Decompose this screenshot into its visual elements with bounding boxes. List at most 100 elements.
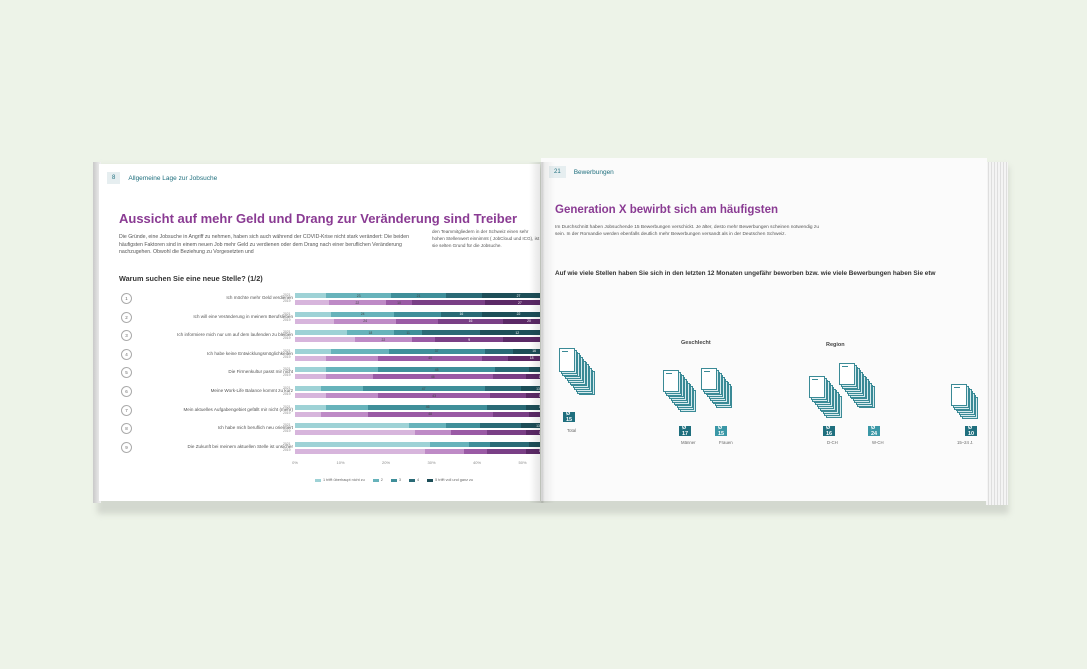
right-page: 21 Bewerbungen Generation X bewirbt sich… xyxy=(541,158,987,501)
bar-segment xyxy=(326,404,368,410)
bar-segment: 10 xyxy=(528,441,540,447)
row-label: Ich möchte mehr Geld verdienen xyxy=(226,295,293,300)
bar-segment xyxy=(489,393,527,398)
legend-swatch xyxy=(427,478,434,482)
row-label: Mein aktuelles Aufgabengebiet gefällt mi… xyxy=(183,406,293,412)
bar-segment: 10 xyxy=(528,367,540,373)
document-lines xyxy=(954,387,960,389)
average-badge: Ø 17 xyxy=(679,425,692,437)
right-page-header: 21 Bewerbungen xyxy=(549,164,614,180)
bar-segment xyxy=(295,441,431,447)
left-page-header: 8 Allgemeine Lage zur Jobsuche xyxy=(107,170,217,186)
bar-segment xyxy=(295,448,425,454)
bar-segment: 27 xyxy=(484,300,540,305)
average-badge: Ø 10 xyxy=(965,425,978,437)
bar-segment xyxy=(396,318,438,324)
bar-segment: 46 xyxy=(367,404,488,410)
bar-segment xyxy=(502,337,540,343)
bar-segment xyxy=(331,348,389,354)
bar-segment: 47 xyxy=(362,386,485,391)
bar-2019: 48 10 xyxy=(295,411,540,417)
left-section-title: Allgemeine Lage zur Jobsuche xyxy=(128,174,218,182)
legend-label: 1 trifft überhaupt nicht zu xyxy=(323,478,365,482)
bar-segment: 12 xyxy=(479,330,540,336)
bar-segment xyxy=(326,393,379,398)
bar-2019: 24 16 20 xyxy=(295,318,540,324)
average-badge: Ø 24 xyxy=(868,425,881,437)
bar-segment: 48 xyxy=(367,411,493,417)
bar-segment xyxy=(487,404,527,410)
bar-2019: 11 xyxy=(295,448,540,454)
survey-question: Auf wie viele Stellen haben Sie sich in … xyxy=(555,270,936,277)
row-years: 2021 2019 xyxy=(283,441,291,452)
bar-segment: 16 xyxy=(437,318,503,324)
left-page-title: Aussicht auf mehr Geld und Drang zur Ver… xyxy=(119,211,518,226)
bar-segment: 22 xyxy=(354,337,412,343)
bar-segment xyxy=(487,430,527,436)
bar-segment xyxy=(295,411,321,417)
bar-segment: 22 xyxy=(482,311,540,317)
bar-segment xyxy=(492,411,529,417)
bar-segment: 10 xyxy=(528,411,540,417)
bar-segment: 16 xyxy=(513,348,540,354)
bar-segment: 11 xyxy=(526,404,540,410)
legend-label: 3 xyxy=(398,478,401,482)
legend-label: 5 trifft voll und ganz zu xyxy=(435,478,474,482)
row-number: 8 xyxy=(121,423,132,435)
bar-segment xyxy=(393,311,441,317)
legend-item: 4 xyxy=(408,478,420,482)
bar-segment xyxy=(295,300,329,305)
row-years: 2021 2019 xyxy=(283,293,291,303)
bar-segment: 24 xyxy=(334,318,397,324)
bar-segment xyxy=(321,386,363,391)
bar-2021: 46 11 xyxy=(295,404,540,410)
bar-segment xyxy=(295,293,327,298)
bar-segment: 21 xyxy=(391,293,446,298)
bar-2021: 47 13 xyxy=(295,386,540,391)
bar-2021: 18 11 12 xyxy=(295,330,540,336)
bar-segment xyxy=(295,337,355,343)
row-number: 1 xyxy=(121,293,132,304)
chart-legend: 1 trifft überhaupt nicht zu 2 3 4 5 trifft v… xyxy=(315,478,473,482)
group-label-geschlecht: Geschlecht xyxy=(681,340,711,346)
bar-segment: 11 xyxy=(526,374,540,380)
bar-2019: 22 10 27 xyxy=(295,300,540,305)
document-icon xyxy=(559,348,575,372)
right-page-number: 21 xyxy=(549,166,566,178)
chart-row: 3 Ich informiere mich nur um auf dem lauf… xyxy=(119,327,540,345)
bar-segment: 20 xyxy=(502,318,540,324)
left-body-text: Die Gründe, eine Jobsuche in Angriff zu … xyxy=(119,234,409,256)
right-section-title: Bewerbungen xyxy=(573,168,614,176)
right-page-title: Generation X bewirbt sich am häufigsten xyxy=(555,204,779,216)
x-axis: 0% 10% 20% 30% 40% 50% xyxy=(292,460,540,468)
bar-segment: 18 xyxy=(508,355,540,361)
chart-row: 5 Die Firmenkultur passt mir nicht 2021 201… xyxy=(119,364,540,382)
chart-row: 4 Ich habe keine Entwicklungsmöglichkeite… xyxy=(119,346,540,364)
stack-caption: Total xyxy=(567,428,577,433)
bar-segment xyxy=(295,423,410,429)
legend-label: 4 xyxy=(416,478,420,482)
x-tick: 20% xyxy=(381,460,391,465)
chart-row: 8 Ich habe mich beruflich neu orientiert 2… xyxy=(119,420,540,438)
bar-segment: 10 xyxy=(385,300,412,305)
bar-segment: 40 xyxy=(378,355,483,361)
left-page: 8 Allgemeine Lage zur Jobsuche Aussicht … xyxy=(99,164,540,501)
chart-row: 7 Mein aktuelles Aufgabengebiet gefällt m… xyxy=(119,402,540,420)
bar-segment: 16 xyxy=(440,311,483,317)
bar-segment: 13 xyxy=(521,386,540,391)
document-lines xyxy=(842,366,848,368)
bar-segment: 37 xyxy=(388,348,485,354)
bar-segment: 11 xyxy=(526,393,540,398)
document-lines xyxy=(666,373,672,375)
bar-segment xyxy=(295,355,327,361)
row-label: Ich habe mich beruflich neu orientiert xyxy=(217,425,293,431)
document-icon xyxy=(663,370,679,392)
bar-segment xyxy=(492,374,527,380)
bar-segment xyxy=(482,355,509,361)
row-number: 9 xyxy=(121,441,132,453)
chart-row: 6 Meine Work-Life Balance kommt zu kurz 20… xyxy=(119,383,540,401)
bar-segment xyxy=(430,441,470,447)
left-side-text: den Teammitgliedern in der Schweiz einen… xyxy=(432,229,540,248)
bar-2021: 24 16 22 xyxy=(295,311,540,317)
right-body-text: Im Durchschnitt haben Jobsuchende 15 Bew… xyxy=(555,225,819,237)
